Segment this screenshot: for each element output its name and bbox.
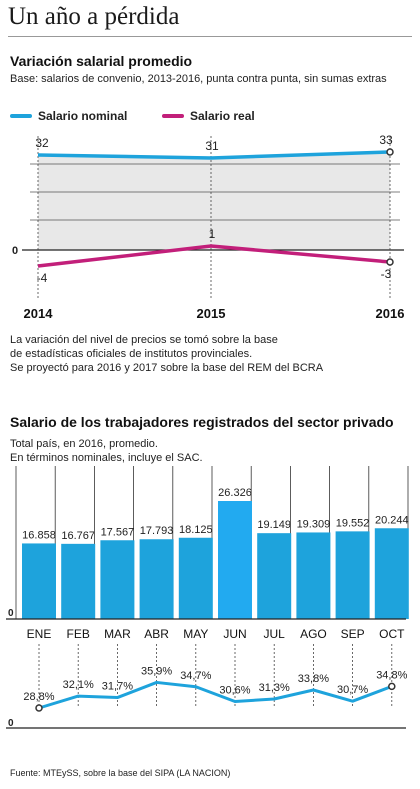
nominal-real-band (38, 152, 390, 250)
bar-JUL (257, 533, 292, 619)
pct-label-ABR: 35,9% (141, 665, 172, 677)
title-divider (8, 36, 412, 37)
legend-real-label: Salario real (190, 109, 255, 123)
data-label-real-2015: 1 (209, 227, 216, 241)
bar-JUN (218, 501, 252, 619)
pct-label-AGO: 33,8% (298, 673, 329, 685)
pct-label-FEB: 32,1% (63, 679, 94, 691)
chart1-note-2: de estadísticas oficiales de institutos … (10, 348, 253, 360)
bar-value-JUN: 26.326 (218, 487, 252, 499)
bar-value-OCT: 20.244 (375, 514, 409, 526)
chart1-title: Variación salarial promedio (10, 53, 193, 69)
x-tick-2016: 2016 (376, 306, 405, 321)
data-label-nominal-2016: 33 (379, 133, 393, 147)
x-tick-2015: 2015 (197, 306, 226, 321)
chart1-note-3: Se proyectó para 2016 y 2017 sobre la ba… (10, 362, 324, 374)
legend-nominal-swatch (10, 114, 32, 118)
bar-AGO (296, 532, 331, 619)
bar-MAR (100, 540, 135, 619)
chart2-title: Salario de los trabajadores registrados … (10, 414, 394, 430)
bar-ENE (22, 543, 56, 619)
pct-label-MAY: 34,7% (180, 670, 211, 682)
data-label-real-2016: -3 (381, 267, 392, 281)
data-label-nominal-2015: 31 (205, 139, 219, 153)
legend-nominal-label: Salario nominal (38, 109, 128, 123)
x-tick-MAR: MAR (104, 627, 131, 641)
bar-value-ABR: 17.793 (140, 525, 174, 537)
bar-value-MAR: 17.567 (101, 526, 135, 538)
x-tick-2014: 2014 (24, 306, 54, 321)
pct-label-MAR: 31,7% (102, 681, 133, 693)
chart1-note-1: La variación del nivel de precios se tom… (10, 334, 278, 346)
pct-point-ENE (35, 704, 43, 712)
x-tick-ABR: ABR (144, 627, 169, 641)
data-label-real-2014: -4 (37, 271, 48, 285)
x-tick-AGO: AGO (300, 627, 327, 641)
bar-value-SEP: 19.552 (336, 517, 370, 529)
percentage-line (38, 680, 393, 710)
bar-OCT (374, 528, 409, 619)
pct-point-OCT (388, 682, 396, 691)
series-point-nominal-2016 (386, 148, 394, 156)
legend-real-swatch (162, 114, 184, 118)
series-line-nominal (37, 150, 391, 160)
data-label-nominal-2014: 32 (35, 136, 49, 150)
pct-label-JUN: 30,6% (219, 685, 250, 697)
pct-label-JUL: 31,3% (259, 682, 290, 694)
bar-ABR (139, 539, 174, 619)
chart2-subtitle-1: Total país, en 2016, promedio. (10, 438, 158, 450)
page-title: Un año a pérdida (8, 3, 180, 30)
x-tick-OCT: OCT (379, 627, 405, 641)
bar-FEB (61, 543, 96, 619)
bar-SEP (335, 531, 370, 619)
salary-variation-chart: 0 32 31 33 -4 1 -3 2014 2015 2016 (12, 133, 405, 321)
pct-label-OCT: 34,8% (376, 669, 407, 681)
private-salary-chart: 16.858 16.767 17.567 17.793 18.125 26.326 19.1… (6, 466, 409, 729)
legend-nominal: Salario nominal (10, 108, 127, 124)
chart2-subtitle-2: En términos nominales, incluye el SAC. (10, 452, 203, 464)
bar-value-JUL: 19.149 (257, 519, 291, 531)
x-tick-JUL: JUL (264, 627, 286, 641)
x-tick-ENE: ENE (27, 627, 52, 641)
bar-value-ENE: 16.858 (22, 529, 56, 541)
chart1-subtitle: Base: salarios de convenio, 2013-2016, p… (10, 73, 387, 85)
x-tick-FEB: FEB (67, 627, 90, 641)
x-tick-SEP: SEP (341, 627, 365, 641)
x-tick-JUN: JUN (223, 627, 246, 641)
bar-value-MAY: 18.125 (179, 524, 213, 536)
bar-value-FEB: 16.767 (61, 530, 95, 542)
pct-label-SEP: 30,7% (337, 684, 368, 696)
source-note: Fuente: MTEySS, sobre la base del SIPA (… (10, 768, 231, 778)
series-line-real (37, 244, 391, 268)
bar-value-AGO: 19.309 (297, 518, 331, 530)
pct-y-zero-label: 0 (8, 718, 14, 729)
series-point-real-2016 (386, 258, 394, 266)
pct-label-ENE: 28,8% (23, 691, 54, 703)
legend-real: Salario real (162, 108, 255, 124)
bar-MAY (178, 537, 213, 619)
x-tick-MAY: MAY (183, 627, 208, 641)
bar-y-zero-label: 0 (8, 608, 14, 619)
y-zero-label: 0 (12, 245, 18, 257)
